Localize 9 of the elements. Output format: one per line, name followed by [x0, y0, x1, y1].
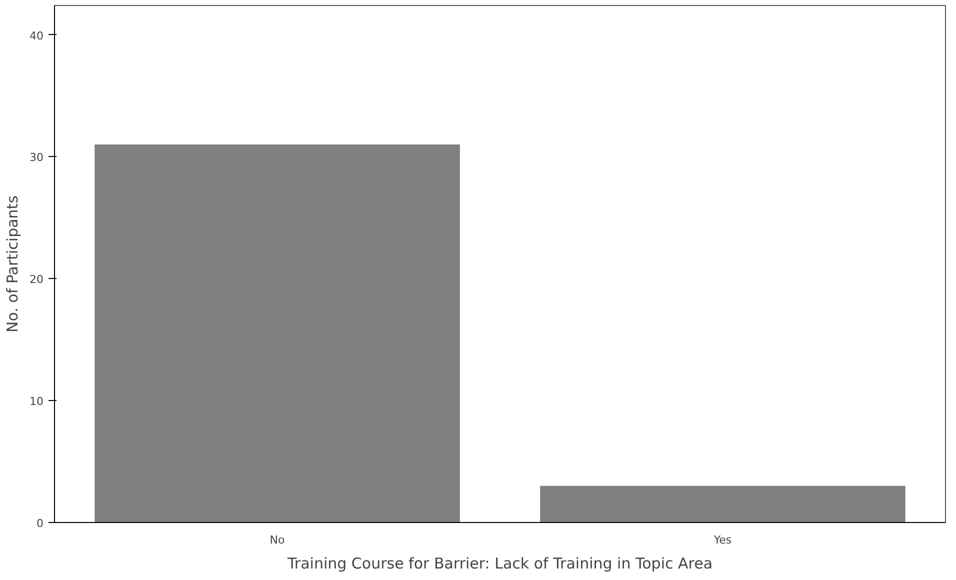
y-tick-label: 0 [36, 517, 44, 530]
y-tick-label: 20 [30, 273, 44, 286]
y-tick-label: 40 [30, 29, 44, 42]
y-axis-title: No. of Participants [4, 195, 22, 333]
y-tick-label: 10 [30, 395, 44, 408]
x-tick-label: Yes [712, 534, 732, 546]
x-axis-title: Training Course for Barrier: Lack of Training in Topic Area [286, 554, 713, 572]
x-tick-label: No [270, 534, 285, 546]
y-tick-label: 30 [30, 151, 44, 164]
